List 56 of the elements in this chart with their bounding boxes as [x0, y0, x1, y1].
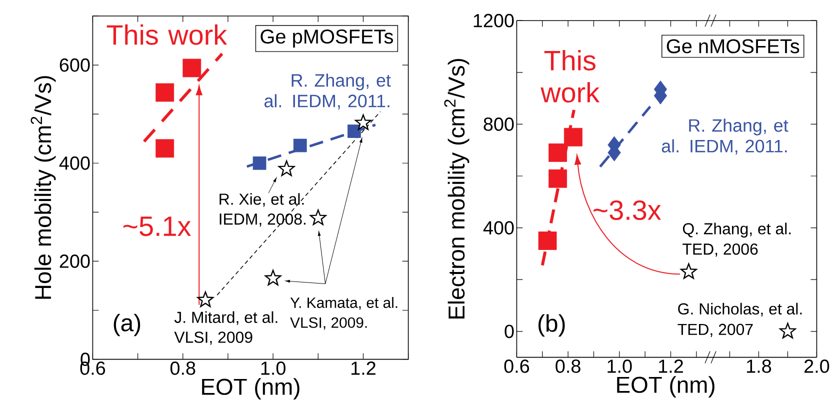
- y-tick-label: 0: [504, 324, 514, 338]
- point: [548, 143, 567, 162]
- x-axis-title: EOT (nm): [617, 376, 714, 398]
- annotation: R. Xie, et al.: [220, 193, 304, 207]
- annotation: (b): [538, 314, 565, 337]
- y-tick-label: 800: [484, 117, 514, 131]
- series-label: This work: [540, 50, 600, 103]
- y-tick-label: 600: [60, 58, 90, 72]
- point: [293, 138, 307, 152]
- point: [348, 124, 361, 138]
- x-tick-label: 1.0: [608, 359, 632, 373]
- point: [156, 83, 174, 102]
- point: [156, 139, 174, 158]
- annotation: VLSI, 2009: [174, 332, 252, 345]
- y-tick-label: 200: [60, 254, 90, 268]
- y-tick-label: 400: [483, 221, 514, 235]
- point: [538, 232, 557, 250]
- point: [355, 114, 372, 130]
- annotation: TED, 2007: [678, 324, 753, 337]
- y-tick-label: 1200: [474, 14, 514, 28]
- annotation: J. Mitard, et al.: [174, 311, 278, 325]
- x-tick-label: 0.8: [170, 361, 196, 375]
- point: [182, 58, 202, 78]
- annotation: Ge pMOSFETs: [260, 30, 393, 48]
- y-axis-title: Hole mobility (cm$^{2}$/Vs): [30, 76, 56, 299]
- series-label: R. Zhang, et al. IEDM, 2011.: [662, 118, 788, 155]
- series-label: R. Zhang, et al. IEDM, 2011.: [264, 74, 391, 110]
- series-label: This work: [106, 24, 228, 45]
- x-tick-label: 0.6: [504, 359, 530, 373]
- annotation: Q. Zhang, et al.: [682, 222, 791, 238]
- point: [278, 160, 295, 176]
- point: [310, 209, 326, 226]
- annotation: IEDM, 2008.: [220, 213, 306, 227]
- x-axis-title: EOT (nm): [202, 378, 300, 400]
- x-tick-label: 1.0: [261, 361, 286, 375]
- annotation: ~5.1x: [123, 216, 191, 236]
- annotation: TED, 2006: [682, 243, 758, 257]
- annotation: Y. Kamata, et al.: [290, 297, 398, 310]
- y-axis-title: Electron mobility (cm$^{2}$/Vs): [444, 58, 470, 318]
- annotation: Ge nMOSFETs: [666, 39, 800, 54]
- x-tick-label: 0.8: [556, 359, 580, 373]
- annotation: (a): [114, 314, 140, 336]
- point: [680, 263, 697, 279]
- annotation: G. Nicholas, et al.: [678, 302, 802, 316]
- x-tick-label: 1.2: [659, 359, 683, 373]
- y-tick-label: 400: [59, 156, 90, 170]
- x-tick-label: 1.8: [747, 359, 772, 373]
- point: [548, 169, 567, 188]
- point: [264, 270, 282, 286]
- annotation: ~3.3x: [594, 200, 662, 220]
- point: [252, 156, 266, 170]
- x-tick-label: 1.2: [352, 361, 376, 375]
- point: [564, 128, 582, 146]
- x-tick-label: 2.0: [804, 359, 830, 373]
- annotation: VLSI, 2009.: [290, 317, 367, 330]
- point: [197, 291, 214, 308]
